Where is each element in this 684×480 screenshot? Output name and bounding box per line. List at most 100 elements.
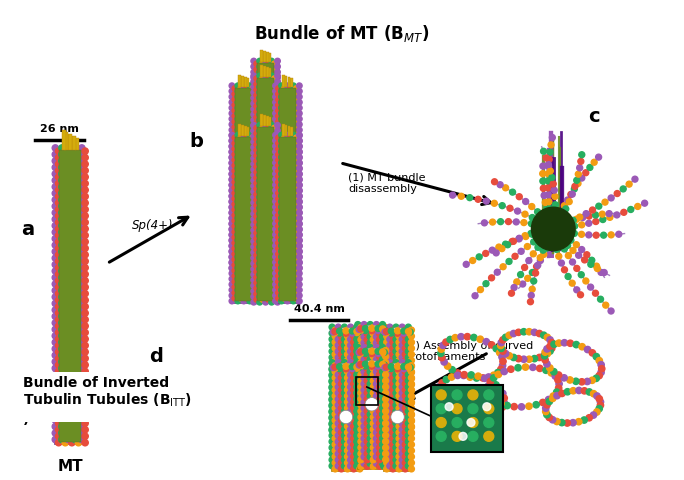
- Circle shape: [72, 262, 79, 268]
- Circle shape: [244, 186, 250, 192]
- Circle shape: [380, 327, 386, 333]
- Circle shape: [247, 261, 252, 266]
- Circle shape: [452, 404, 462, 414]
- Circle shape: [483, 251, 488, 257]
- Circle shape: [251, 228, 256, 234]
- Circle shape: [251, 179, 256, 184]
- Circle shape: [387, 336, 393, 343]
- Circle shape: [549, 417, 556, 423]
- Circle shape: [484, 390, 494, 400]
- Circle shape: [358, 349, 364, 355]
- Circle shape: [399, 439, 405, 444]
- Circle shape: [257, 168, 263, 173]
- Circle shape: [68, 285, 75, 291]
- Circle shape: [79, 320, 85, 326]
- Circle shape: [341, 385, 347, 391]
- Circle shape: [260, 209, 265, 215]
- Circle shape: [269, 252, 274, 258]
- Circle shape: [562, 247, 567, 252]
- Circle shape: [396, 436, 402, 442]
- Circle shape: [275, 197, 280, 203]
- Circle shape: [335, 408, 341, 414]
- Circle shape: [266, 198, 272, 203]
- Circle shape: [263, 300, 268, 305]
- Circle shape: [370, 354, 376, 360]
- Circle shape: [282, 225, 287, 230]
- Circle shape: [254, 187, 259, 192]
- Circle shape: [297, 100, 302, 106]
- Circle shape: [408, 399, 415, 405]
- Circle shape: [247, 95, 252, 100]
- Circle shape: [229, 150, 235, 155]
- Circle shape: [282, 213, 287, 218]
- Circle shape: [269, 142, 274, 147]
- Circle shape: [52, 326, 59, 333]
- Circle shape: [282, 180, 287, 185]
- Circle shape: [254, 126, 259, 132]
- Circle shape: [238, 246, 244, 252]
- Circle shape: [235, 216, 241, 221]
- Circle shape: [250, 163, 256, 169]
- Circle shape: [269, 114, 274, 120]
- Circle shape: [266, 144, 272, 150]
- Circle shape: [297, 122, 302, 128]
- Circle shape: [335, 421, 341, 427]
- Circle shape: [358, 422, 364, 428]
- Bar: [231, 86, 256, 269]
- Circle shape: [339, 442, 344, 448]
- Circle shape: [275, 157, 280, 162]
- Circle shape: [251, 120, 256, 125]
- Circle shape: [380, 460, 386, 467]
- Circle shape: [272, 181, 277, 187]
- Circle shape: [59, 346, 65, 352]
- Circle shape: [275, 228, 280, 234]
- Circle shape: [393, 439, 399, 444]
- Circle shape: [253, 265, 259, 271]
- Circle shape: [382, 354, 389, 360]
- Circle shape: [390, 369, 396, 375]
- Circle shape: [251, 258, 256, 264]
- Circle shape: [553, 419, 560, 425]
- Circle shape: [72, 281, 79, 288]
- Circle shape: [376, 427, 382, 432]
- Circle shape: [297, 161, 302, 167]
- Circle shape: [273, 249, 278, 254]
- Circle shape: [288, 141, 293, 147]
- Circle shape: [341, 402, 347, 408]
- Circle shape: [275, 124, 280, 129]
- Bar: [265, 68, 269, 78]
- Circle shape: [232, 258, 237, 263]
- Circle shape: [467, 374, 473, 381]
- Circle shape: [253, 183, 259, 189]
- Circle shape: [241, 260, 246, 265]
- Circle shape: [251, 125, 256, 131]
- Circle shape: [55, 200, 62, 207]
- Circle shape: [257, 212, 263, 217]
- Circle shape: [291, 189, 296, 194]
- Circle shape: [275, 230, 280, 236]
- Circle shape: [244, 180, 250, 185]
- Circle shape: [260, 132, 265, 137]
- Circle shape: [347, 415, 354, 421]
- Circle shape: [355, 371, 361, 376]
- Circle shape: [468, 404, 478, 414]
- Circle shape: [402, 363, 408, 369]
- Text: Sp(4+): Sp(4+): [132, 218, 173, 231]
- Circle shape: [347, 403, 354, 409]
- Circle shape: [229, 194, 235, 199]
- Circle shape: [272, 247, 277, 253]
- Circle shape: [347, 457, 354, 463]
- Circle shape: [272, 82, 277, 88]
- Circle shape: [244, 214, 250, 219]
- Circle shape: [52, 288, 59, 294]
- Circle shape: [52, 204, 59, 210]
- Circle shape: [402, 381, 408, 387]
- Circle shape: [499, 246, 505, 252]
- Circle shape: [68, 252, 75, 258]
- Circle shape: [382, 439, 389, 445]
- Circle shape: [291, 139, 296, 144]
- Circle shape: [343, 328, 349, 334]
- Circle shape: [260, 148, 265, 154]
- Circle shape: [382, 457, 389, 463]
- Circle shape: [291, 150, 296, 156]
